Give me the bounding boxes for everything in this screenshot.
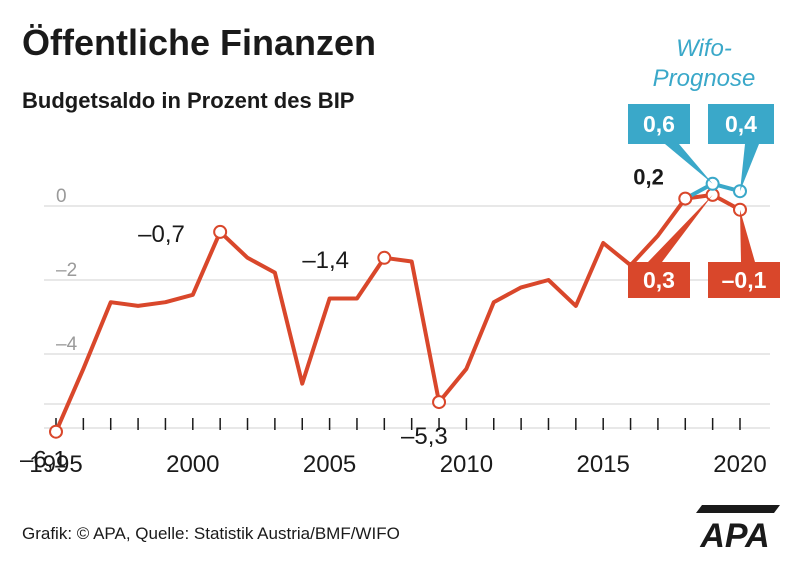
data-label: 0,2 (633, 165, 664, 190)
data-point-marker (49, 424, 63, 439)
x-tick-label: 2000 (166, 451, 219, 478)
data-point-marker (377, 250, 392, 265)
data-point-marker (678, 191, 693, 206)
y-tick-label: 0 (56, 186, 67, 207)
callout-box (708, 262, 780, 298)
data-label: –0,7 (138, 221, 185, 248)
x-tick-label: 2020 (713, 451, 766, 478)
x-tick-label: 2015 (577, 451, 630, 478)
callout-pointer (740, 209, 755, 262)
source-footer: Grafik: © APA, Quelle: Statistik Austria… (22, 524, 400, 543)
y-tick-label: –2 (56, 260, 77, 281)
forecast-label: Wifo- (676, 35, 732, 62)
data-label: –6,1 (20, 447, 67, 474)
x-tick-label: 1995 (29, 451, 82, 478)
callout-pointer (740, 144, 759, 192)
callout-box (708, 104, 774, 144)
callout-pointer (648, 194, 713, 262)
data-point-marker (213, 224, 228, 239)
x-tick-label: 2010 (440, 451, 493, 478)
data-label: 0,6 (643, 111, 675, 137)
svg-text:APA: APA (699, 517, 769, 549)
x-tick-label: 2005 (303, 451, 356, 478)
apa-logo: APA (696, 505, 780, 549)
data-label: –0,1 (722, 267, 767, 293)
forecast-label: Prognose (653, 65, 756, 92)
callout-box (628, 262, 690, 298)
data-label: –5,3 (401, 423, 448, 450)
data-point-marker (432, 395, 447, 410)
y-tick-label: –4 (56, 334, 78, 355)
chart-subtitle: Budgetsaldo in Prozent des BIP (22, 88, 355, 113)
data-label: –1,4 (302, 247, 349, 274)
data-label: 0,3 (643, 267, 675, 293)
callout-pointer (665, 144, 713, 184)
chart-title: Öffentliche Finanzen (22, 22, 377, 63)
series-line-budgetsaldo (54, 192, 741, 433)
data-label: 0,4 (725, 111, 757, 137)
callout-box (628, 104, 690, 144)
